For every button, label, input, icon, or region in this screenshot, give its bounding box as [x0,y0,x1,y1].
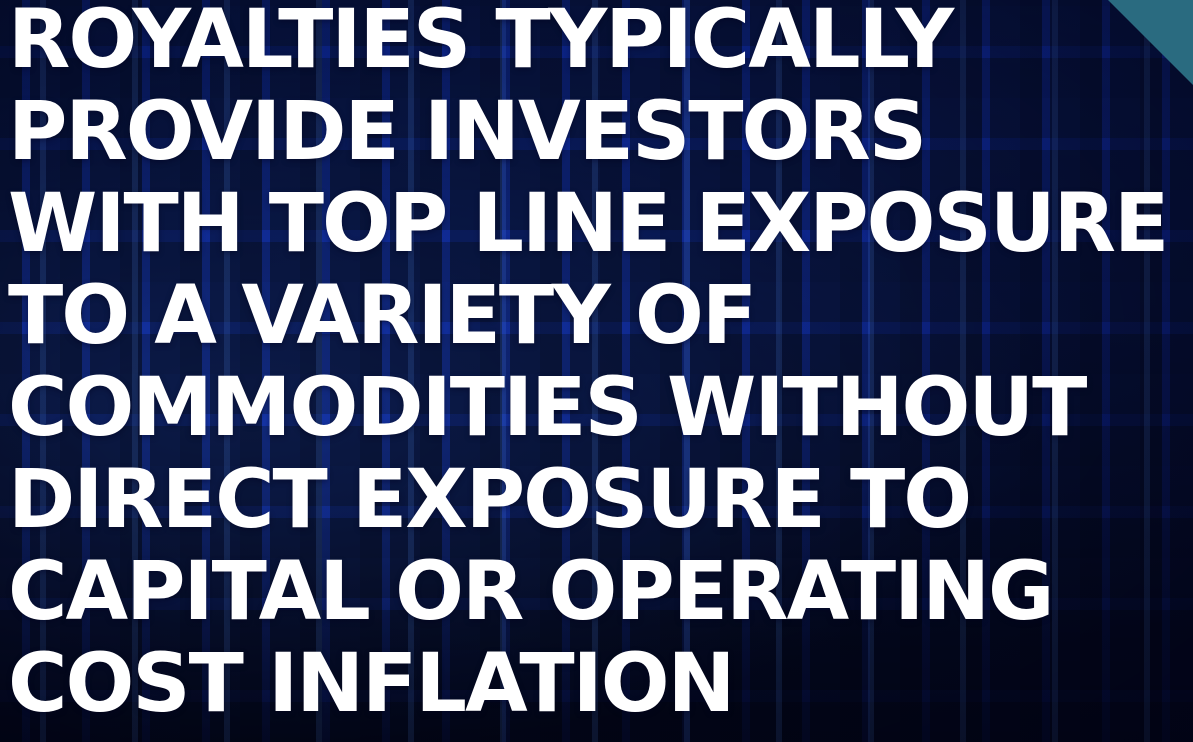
headline-line: ROYALTIES TYPICALLY [8,0,954,87]
corner-accent [1108,0,1193,85]
headline-line: PROVIDE INVESTORS [8,85,927,179]
headline-line: COMMODITIES WITHOUT [8,361,1087,455]
headline-line: COST INFLATION [8,637,735,731]
headline-line: TO A VARIETY OF [8,269,757,363]
headline-line: CAPITAL OR OPERATING [8,545,1055,639]
headline-line: DIRECT EXPOSURE TO [8,453,972,547]
headline: ROYALTIES TYPICALLY PROVIDE INVESTORS WI… [8,0,1188,730]
headline-line: WITH TOP LINE EXPOSURE [8,177,1169,271]
